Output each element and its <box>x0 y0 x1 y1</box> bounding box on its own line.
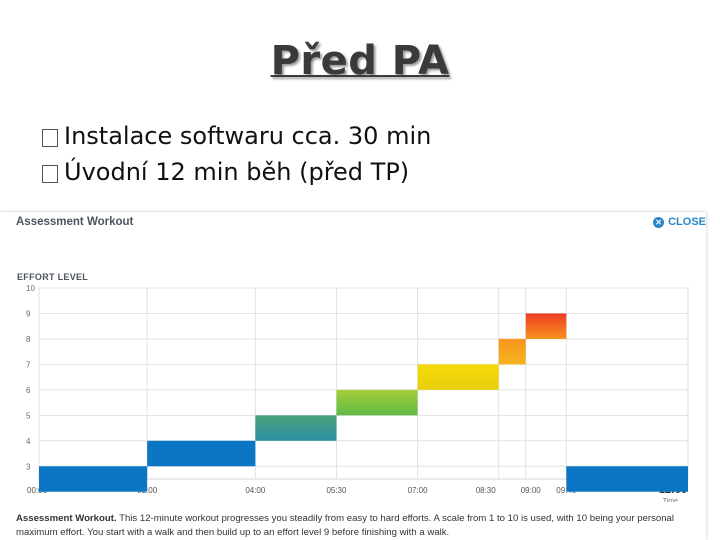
effort-segment <box>566 466 688 492</box>
modal-title: Assessment Workout <box>16 216 134 228</box>
close-icon: ✕ <box>653 216 665 228</box>
effort-segment <box>498 338 526 365</box>
close-button[interactable]: ✕ CLOSE <box>653 216 706 228</box>
effort-segment <box>336 389 418 416</box>
effort-segment <box>39 466 148 492</box>
y-tick-label: 5 <box>26 411 31 420</box>
assessment-workout-modal: Assessment Workout ✕ CLOSE EFFORT LEVEL … <box>0 212 706 540</box>
y-tick-label: 10 <box>26 284 35 293</box>
close-label: CLOSE <box>668 216 706 228</box>
bullet-item: Úvodní 12 min běh (před TP) <box>42 154 431 190</box>
effort-segment <box>417 364 499 390</box>
description-body: This 12-minute workout progresses you st… <box>16 513 675 538</box>
effort-segment <box>147 440 256 467</box>
bullet-item: Instalace softwaru cca. 30 min <box>42 118 431 154</box>
x-tick-label: 09:00 <box>521 486 542 495</box>
plot-area <box>38 287 689 480</box>
bullet-list: Instalace softwaru cca. 30 min Úvodní 12… <box>42 118 431 190</box>
y-tick-label: 6 <box>26 386 31 395</box>
x-tick-label: 07:00 <box>408 486 429 495</box>
x-tick-label: 02:00 <box>137 486 158 495</box>
y-tick-label: 7 <box>26 360 31 369</box>
y-axis-title: EFFORT LEVEL <box>17 272 89 282</box>
x-tick-label: 08:30 <box>476 486 497 495</box>
y-tick-label: 8 <box>26 335 31 344</box>
checkbox-bullet-icon <box>42 129 58 147</box>
y-tick-label: 3 <box>26 462 31 471</box>
slide-title: Před PA <box>270 38 450 84</box>
x-tick-label: 05:30 <box>326 486 347 495</box>
x-tick-label: 00:00 <box>27 486 48 495</box>
bullet-text: Úvodní 12 min běh (před TP) <box>64 158 410 186</box>
checkbox-bullet-icon <box>42 165 58 183</box>
workout-description: Assessment Workout. This 12-minute worko… <box>16 512 704 540</box>
y-tick-label: 4 <box>26 437 31 446</box>
effort-segment <box>525 313 567 339</box>
effort-chart: 3 4 5 6 7 8 9 10 00:00 02:00 04:00 05:30 07:00 08:30 0… <box>26 284 689 502</box>
description-title: Assessment Workout. <box>16 513 117 524</box>
x-axis-title: Time <box>663 498 678 502</box>
bullet-text: Instalace softwaru cca. 30 min <box>64 122 432 150</box>
x-tick-label: 04:00 <box>245 486 266 495</box>
y-tick-label: 9 <box>26 309 31 318</box>
effort-segment <box>255 415 337 441</box>
